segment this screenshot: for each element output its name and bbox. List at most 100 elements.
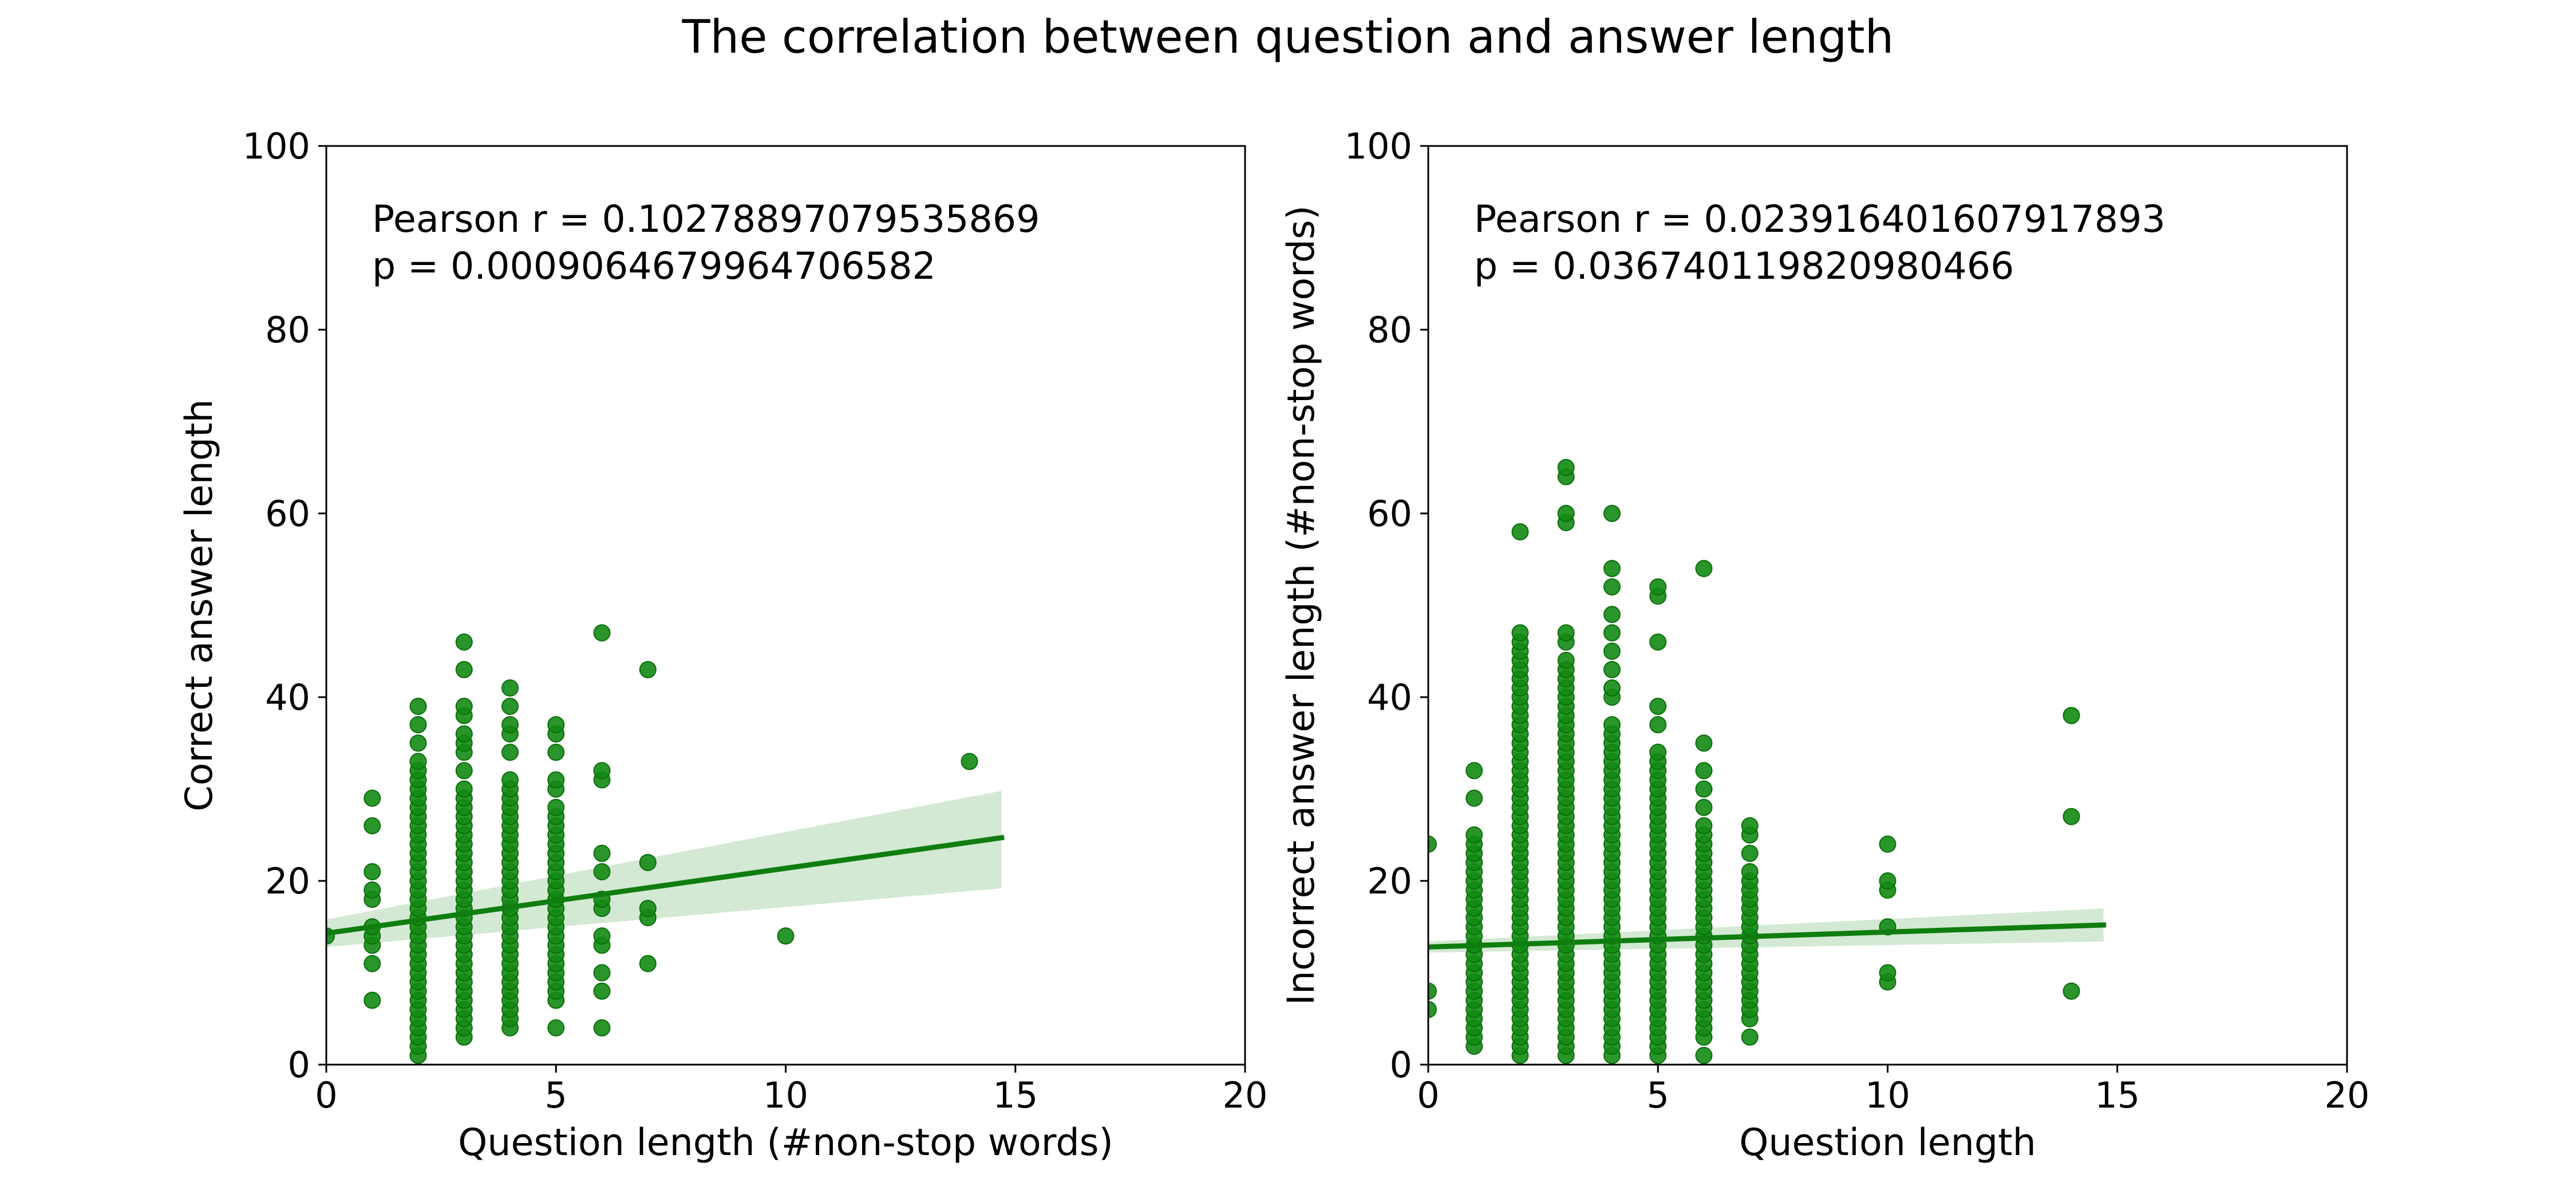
data-point xyxy=(639,661,657,678)
data-point xyxy=(777,927,795,945)
data-point xyxy=(547,1019,565,1037)
data-point xyxy=(501,716,519,734)
y-tick-label: 80 xyxy=(1367,309,1412,351)
data-point xyxy=(409,698,427,715)
y-axis-label: Correct answer length xyxy=(178,399,221,812)
data-point xyxy=(1649,578,1667,596)
confidence-band xyxy=(326,790,1002,947)
data-point xyxy=(364,991,381,1009)
data-point xyxy=(1557,505,1575,522)
y-tick-label: 20 xyxy=(1367,860,1412,902)
regression-line xyxy=(326,835,1005,936)
scatter-points xyxy=(326,624,978,1064)
regression-line xyxy=(1428,922,2107,950)
data-point xyxy=(1695,734,1713,752)
data-point xyxy=(1649,633,1667,651)
data-point xyxy=(639,900,657,918)
data-point xyxy=(1741,817,1759,835)
data-point xyxy=(547,716,565,734)
x-tick-label: 5 xyxy=(1647,1074,1669,1116)
data-point xyxy=(1428,982,1437,1000)
data-point xyxy=(1603,505,1621,522)
y-tick-label: 40 xyxy=(1367,677,1412,718)
data-point xyxy=(409,753,427,770)
y-tick-label: 60 xyxy=(265,493,310,535)
data-point xyxy=(593,927,611,945)
data-point xyxy=(1695,1046,1713,1064)
data-point xyxy=(593,863,611,880)
data-point xyxy=(639,955,657,972)
data-point xyxy=(1465,826,1483,844)
data-point xyxy=(1603,560,1621,578)
data-point xyxy=(364,863,381,880)
data-point xyxy=(501,771,519,789)
data-point xyxy=(1603,716,1621,734)
chart-right-incorrect-answer: 0 5 10 15 20 0 20 40 60 80 100 Question length Incor… xyxy=(1280,125,2369,1164)
data-point xyxy=(1603,606,1621,623)
chart-left-correct-answer: 0 5 10 15 20 0 20 40 60 80 100 Question length (#no… xyxy=(178,125,1267,1164)
data-point xyxy=(501,698,519,715)
data-point xyxy=(364,817,381,835)
data-point xyxy=(593,844,611,862)
data-point xyxy=(1511,624,1529,642)
x-tick-label: 10 xyxy=(763,1074,808,1116)
figure-title: The correlation between question and ans… xyxy=(682,10,1894,64)
data-point xyxy=(593,964,611,982)
data-point xyxy=(593,624,611,642)
data-point xyxy=(1603,661,1621,678)
y-tick-label: 60 xyxy=(1367,493,1412,535)
x-axis-label: Question length xyxy=(1739,1121,2036,1164)
data-point xyxy=(364,881,381,899)
data-point xyxy=(455,762,473,780)
data-point xyxy=(364,955,381,972)
data-point xyxy=(2063,707,2080,725)
data-point xyxy=(1649,716,1667,734)
data-point xyxy=(639,853,657,871)
data-point xyxy=(1465,762,1483,780)
data-point xyxy=(1557,624,1575,642)
data-point xyxy=(1428,835,1437,853)
data-point xyxy=(501,679,519,697)
y-tick-label: 20 xyxy=(265,860,310,902)
data-point xyxy=(2063,808,2080,825)
data-point xyxy=(1695,560,1713,578)
data-point xyxy=(1879,835,1897,853)
data-point xyxy=(1603,679,1621,697)
y-tick-label: 40 xyxy=(265,677,310,718)
data-point xyxy=(455,633,473,651)
data-point xyxy=(455,725,473,743)
data-point xyxy=(1603,624,1621,642)
data-point xyxy=(1649,744,1667,761)
x-tick-label: 15 xyxy=(993,1074,1038,1116)
data-point xyxy=(1557,651,1575,669)
pearson-r-annotation: Pearson r = 0.10278897079535869 xyxy=(372,198,1040,241)
y-tick-label: 80 xyxy=(265,309,310,351)
p-value-annotation: p = 0.0009064679964706582 xyxy=(372,245,936,288)
data-point xyxy=(1603,578,1621,596)
x-axis-label: Question length (#non-stop words) xyxy=(458,1121,1113,1164)
data-point xyxy=(2063,982,2080,1000)
x-tick-label: 5 xyxy=(545,1074,567,1116)
data-point xyxy=(1695,780,1713,798)
y-tick-label: 100 xyxy=(1345,125,1412,167)
data-point xyxy=(1649,698,1667,715)
data-point xyxy=(1879,872,1897,889)
data-point xyxy=(364,789,381,807)
data-point xyxy=(455,780,473,798)
data-point xyxy=(593,762,611,780)
x-tick-label: 10 xyxy=(1865,1074,1910,1116)
x-tick-label: 0 xyxy=(315,1074,337,1116)
data-point xyxy=(547,798,565,816)
data-point xyxy=(1511,523,1529,541)
data-point xyxy=(593,1019,611,1037)
data-point xyxy=(1557,458,1575,476)
data-point xyxy=(1695,817,1713,835)
y-tick-label: 0 xyxy=(1390,1044,1412,1086)
data-point xyxy=(547,744,565,761)
data-point xyxy=(961,753,978,770)
data-point xyxy=(501,744,519,761)
p-value-annotation: p = 0.036740119820980466 xyxy=(1474,245,2014,288)
data-point xyxy=(1695,762,1713,780)
x-tick-label: 15 xyxy=(2095,1074,2140,1116)
data-point xyxy=(455,698,473,715)
